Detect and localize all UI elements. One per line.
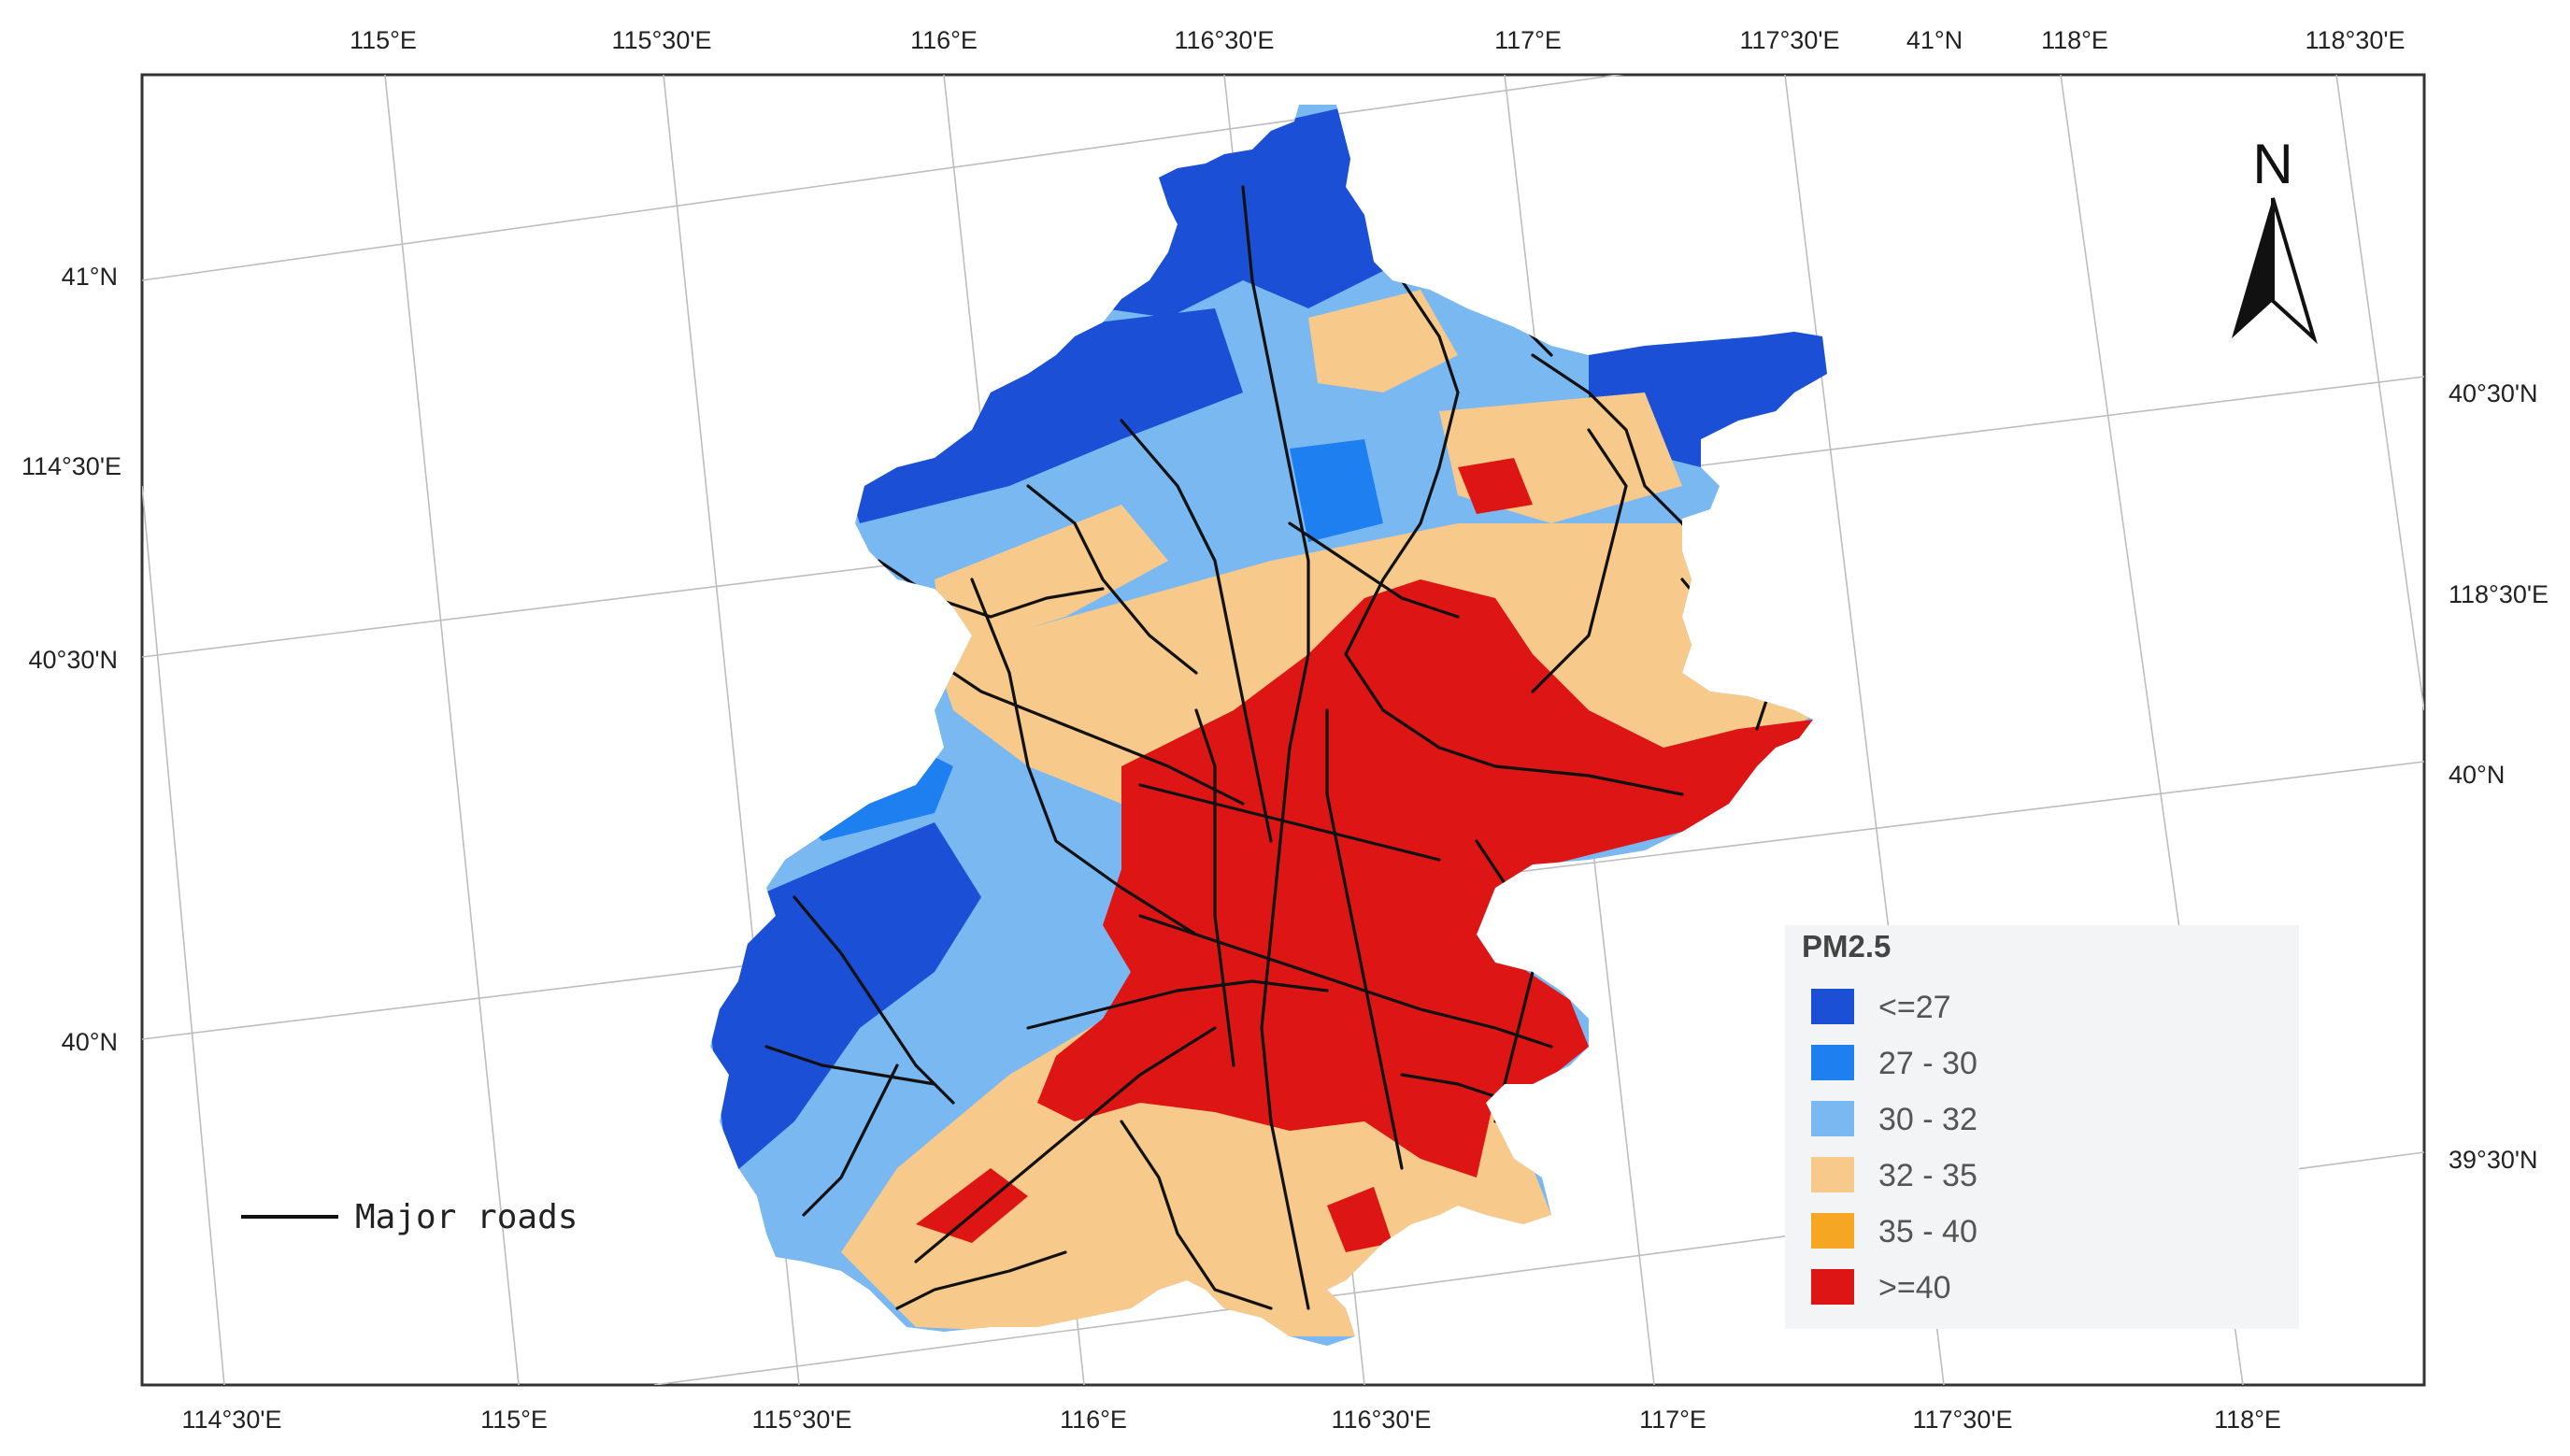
top-label: 116°E xyxy=(910,26,978,54)
top-label: 41°N xyxy=(1906,26,1963,54)
left-label: 40°30'N xyxy=(28,646,118,674)
bottom-label: 115°E xyxy=(480,1406,548,1434)
legend-background xyxy=(1785,925,2299,1329)
bottom-label: 118°E xyxy=(2214,1406,2281,1434)
bottom-label: 114°30'E xyxy=(181,1406,281,1434)
legend-swatch xyxy=(1811,1213,1854,1249)
bottom-label: 117°E xyxy=(1639,1406,1706,1434)
legend-swatch xyxy=(1811,1157,1854,1192)
bottom-labels: 114°30'E 115°E 115°30'E 116°E 116°30'E 1… xyxy=(181,1406,2280,1434)
legend-label: 35 - 40 xyxy=(1878,1214,1977,1249)
top-label: 117°30'E xyxy=(1739,26,1839,54)
legend-label: <=27 xyxy=(1878,990,1951,1025)
right-label: 118°30'E xyxy=(2449,580,2549,608)
bottom-label: 116°30'E xyxy=(1331,1406,1431,1434)
right-label: 39°30'N xyxy=(2449,1146,2538,1174)
legend-label: 30 - 32 xyxy=(1878,1102,1977,1137)
top-label: 117°E xyxy=(1494,26,1562,54)
legend-label: 32 - 35 xyxy=(1878,1158,1977,1193)
top-label: 118°E xyxy=(2041,26,2108,54)
pm25-legend: PM2.5 <=27 27 - 30 30 - 32 32 - 35 35 - 40 >=… xyxy=(1785,925,2299,1329)
legend-swatch xyxy=(1811,989,1854,1024)
legend-swatch xyxy=(1811,1045,1854,1080)
legend-swatch xyxy=(1811,1269,1854,1305)
legend-items: <=27 27 - 30 30 - 32 32 - 35 35 - 40 >=40 xyxy=(1811,989,1977,1306)
legend-label: >=40 xyxy=(1878,1270,1951,1306)
top-label: 115°30'E xyxy=(611,26,711,54)
bottom-label: 117°30'E xyxy=(1912,1406,2012,1434)
roads-legend: Major roads xyxy=(241,1198,578,1236)
left-label: 114°30'E xyxy=(21,452,121,480)
right-label: 40°30'N xyxy=(2449,379,2538,407)
north-arrow-icon: N xyxy=(2232,133,2318,345)
left-label: 40°N xyxy=(62,1028,118,1056)
legend-label: 27 - 30 xyxy=(1878,1046,1977,1081)
right-label: 40°N xyxy=(2449,761,2505,789)
left-labels: 41°N 114°30'E 40°30'N 40°N xyxy=(21,263,121,1056)
left-label: 41°N xyxy=(62,263,118,291)
legend-swatch xyxy=(1811,1101,1854,1136)
bottom-label: 115°30'E xyxy=(751,1406,851,1434)
legend-title: PM2.5 xyxy=(1802,929,1891,964)
top-label: 118°30'E xyxy=(2305,26,2405,54)
top-label: 116°30'E xyxy=(1174,26,1274,54)
bottom-label: 116°E xyxy=(1060,1406,1127,1434)
top-labels: 115°E 115°30'E 116°E 116°30'E 117°E 117°… xyxy=(350,26,2405,54)
roads-legend-label: Major roads xyxy=(355,1198,578,1236)
north-letter: N xyxy=(2252,133,2292,195)
top-label: 115°E xyxy=(350,26,417,54)
right-labels: 40°30'N 118°30'E 40°N 39°30'N xyxy=(2449,379,2549,1174)
